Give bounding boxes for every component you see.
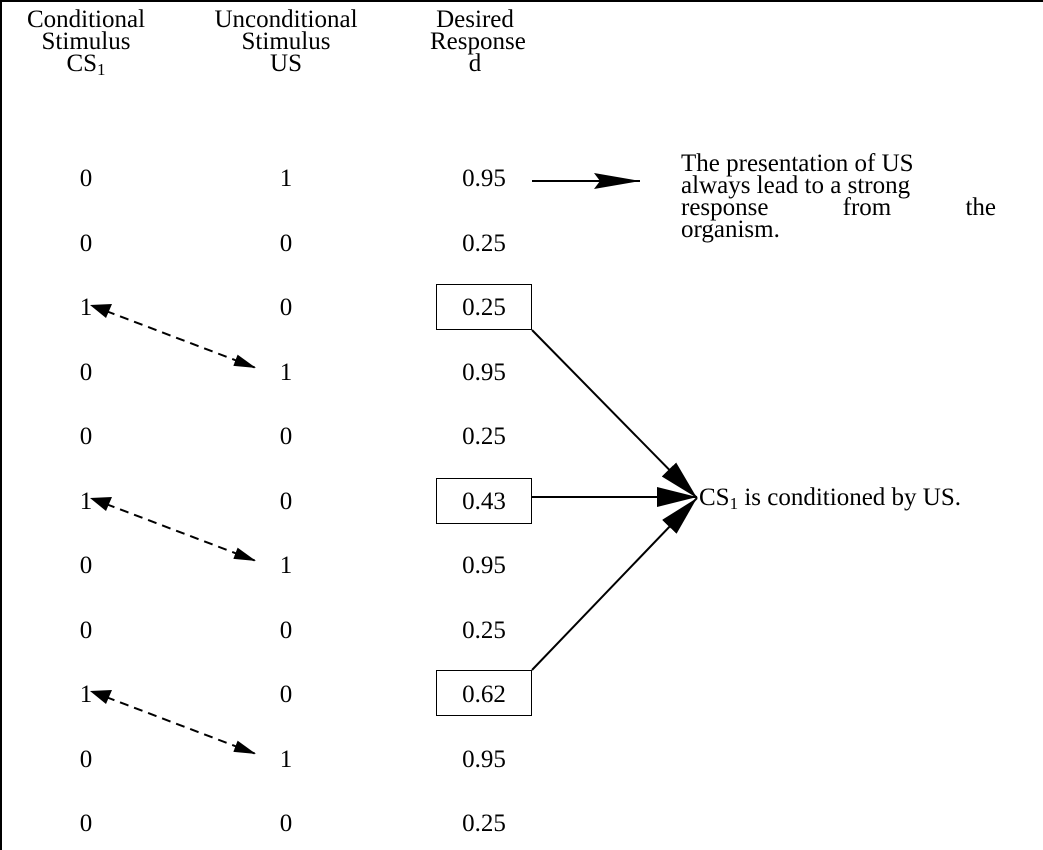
dashed-link-2-head [90, 497, 112, 511]
cell-us-row-8: 0 [279, 617, 293, 644]
arrow-box1-to-note [531, 329, 698, 499]
cell-us-row-2: 0 [279, 230, 293, 257]
note-cs-conditioned: CS1 is conditioned by US. [699, 484, 962, 513]
cell-d-row-2: 0.25 [462, 230, 506, 257]
dashed-link-1 [105, 310, 257, 369]
header-desired-response: Desired Response d [430, 6, 526, 77]
cell-us-row-9: 0 [279, 681, 293, 708]
cell-us-row-11: 0 [279, 810, 293, 837]
cell-d-row-10: 0.95 [462, 746, 506, 773]
cell-cs-row-7: 0 [79, 552, 93, 579]
response-box-1 [436, 284, 532, 330]
cell-d-row-8: 0.25 [462, 617, 506, 644]
cell-cs-row-8: 0 [79, 617, 93, 644]
cell-d-row-9: 0.62 [462, 681, 506, 708]
response-box-3 [436, 670, 532, 716]
cell-cs-row-3: 1 [79, 294, 93, 321]
cell-d-row-7: 0.95 [462, 552, 506, 579]
cell-cs-row-4: 0 [79, 359, 93, 386]
note-us-strong-response: The presentation of US always lead to a … [681, 150, 996, 243]
cell-us-row-6: 0 [279, 488, 293, 515]
cell-cs-row-11: 0 [79, 810, 93, 837]
cell-us-row-5: 0 [279, 423, 293, 450]
cell-d-row-6: 0.43 [462, 488, 506, 515]
response-box-2 [436, 478, 532, 524]
cell-d-row-5: 0.25 [462, 423, 506, 450]
dashed-link-3 [105, 696, 257, 755]
cell-cs-row-2: 0 [79, 230, 93, 257]
cell-d-row-1: 0.95 [462, 165, 506, 192]
dashed-link-2 [105, 503, 257, 562]
cell-cs-row-9: 1 [79, 681, 93, 708]
cell-us-row-1: 1 [279, 165, 293, 192]
cell-cs-row-6: 1 [79, 488, 93, 515]
cell-us-row-4: 1 [279, 359, 293, 386]
arrow-box3-to-note [531, 497, 698, 671]
dashed-link-3-head [90, 690, 112, 704]
cell-d-row-11: 0.25 [462, 810, 506, 837]
cell-us-row-3: 0 [279, 294, 293, 321]
dashed-link-1-head [90, 304, 112, 318]
header-unconditional-stimulus: Unconditional Stimulus US [214, 6, 358, 77]
cell-cs-row-1: 0 [79, 165, 93, 192]
cell-us-row-7: 1 [279, 552, 293, 579]
cell-cs-row-5: 0 [79, 423, 93, 450]
cell-us-row-10: 1 [279, 746, 293, 773]
cell-d-row-3: 0.25 [462, 294, 506, 321]
cell-d-row-4: 0.95 [462, 359, 506, 386]
cell-cs-row-10: 0 [79, 746, 93, 773]
header-conditional-stimulus: Conditional Stimulus CS1 [26, 6, 146, 79]
